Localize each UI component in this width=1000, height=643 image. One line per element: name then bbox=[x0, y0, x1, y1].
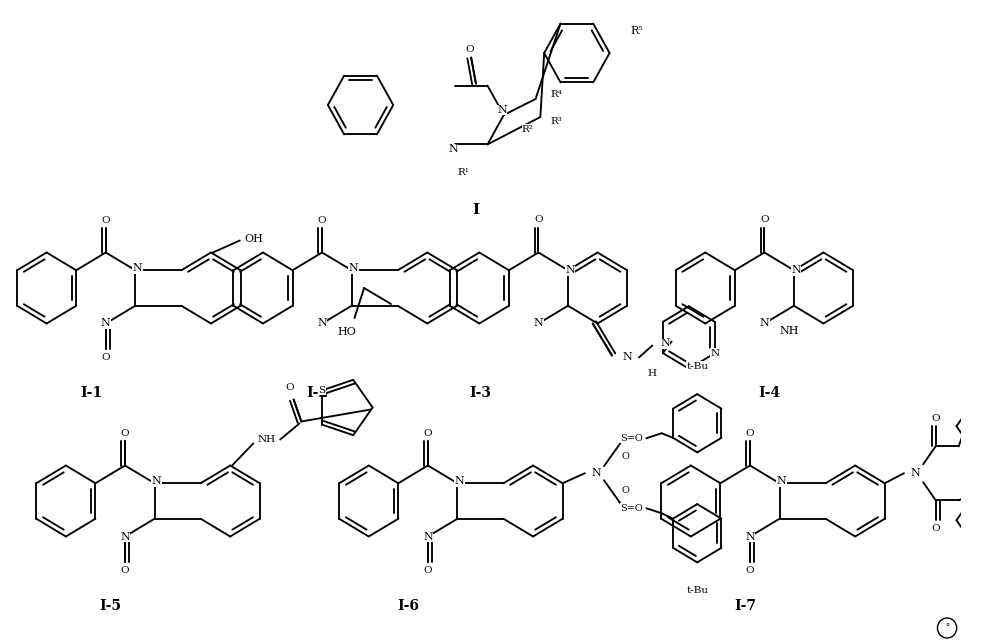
Text: O: O bbox=[101, 216, 110, 225]
Text: I-5: I-5 bbox=[100, 599, 122, 613]
Text: O: O bbox=[621, 485, 629, 494]
Text: O: O bbox=[534, 215, 543, 224]
Text: I-6: I-6 bbox=[398, 599, 420, 613]
Text: S=O: S=O bbox=[620, 503, 643, 512]
Text: O: O bbox=[318, 216, 326, 225]
Text: R¹: R¹ bbox=[457, 168, 469, 177]
Text: S=O: S=O bbox=[620, 434, 643, 443]
Text: N: N bbox=[120, 532, 130, 541]
Text: O: O bbox=[285, 383, 294, 392]
Text: O: O bbox=[746, 429, 754, 438]
Text: N: N bbox=[423, 532, 433, 541]
Text: I-7: I-7 bbox=[734, 599, 756, 613]
Text: N: N bbox=[534, 318, 543, 329]
Text: O: O bbox=[465, 45, 474, 54]
Text: t-Bu: t-Bu bbox=[686, 361, 708, 370]
Text: R³: R³ bbox=[551, 116, 563, 125]
Text: O: O bbox=[101, 353, 110, 362]
Text: N: N bbox=[745, 532, 755, 541]
Text: N: N bbox=[497, 105, 507, 115]
Text: R⁴: R⁴ bbox=[551, 89, 563, 98]
Text: N: N bbox=[132, 263, 142, 273]
Text: I-3: I-3 bbox=[470, 386, 492, 400]
Text: N: N bbox=[448, 145, 458, 154]
Text: O: O bbox=[121, 566, 129, 575]
Text: N: N bbox=[349, 263, 358, 273]
Text: N: N bbox=[591, 468, 601, 478]
Text: N: N bbox=[710, 349, 719, 358]
Text: N: N bbox=[911, 468, 920, 478]
Text: N: N bbox=[791, 266, 801, 275]
Text: N: N bbox=[622, 352, 632, 363]
Text: R²: R² bbox=[522, 125, 534, 134]
Text: R⁵: R⁵ bbox=[630, 26, 643, 36]
Text: I-4: I-4 bbox=[758, 386, 780, 400]
Text: N: N bbox=[152, 476, 161, 486]
Text: O: O bbox=[931, 413, 940, 422]
Text: HO: HO bbox=[337, 327, 356, 337]
Text: NH: NH bbox=[779, 326, 799, 336]
Text: O: O bbox=[424, 566, 432, 575]
Text: O: O bbox=[121, 429, 129, 438]
Text: NH: NH bbox=[258, 435, 276, 444]
Text: t-Bu: t-Bu bbox=[686, 586, 708, 595]
Text: O: O bbox=[621, 452, 629, 461]
Text: N: N bbox=[454, 476, 464, 486]
Text: O: O bbox=[931, 524, 940, 533]
Text: O: O bbox=[760, 215, 769, 224]
Text: N: N bbox=[760, 318, 769, 329]
Text: O: O bbox=[746, 566, 754, 575]
Text: I-1: I-1 bbox=[80, 386, 102, 400]
Text: O: O bbox=[424, 429, 432, 438]
Text: I-2: I-2 bbox=[306, 386, 328, 400]
Text: °: ° bbox=[945, 624, 949, 633]
Text: I: I bbox=[472, 203, 479, 217]
Text: OH: OH bbox=[245, 233, 264, 244]
Text: N: N bbox=[565, 266, 575, 275]
Text: N: N bbox=[777, 476, 786, 486]
Text: H: H bbox=[648, 369, 657, 378]
Text: N: N bbox=[317, 318, 327, 329]
Text: N: N bbox=[101, 318, 111, 329]
Text: S: S bbox=[318, 386, 326, 395]
Text: N: N bbox=[660, 338, 670, 349]
